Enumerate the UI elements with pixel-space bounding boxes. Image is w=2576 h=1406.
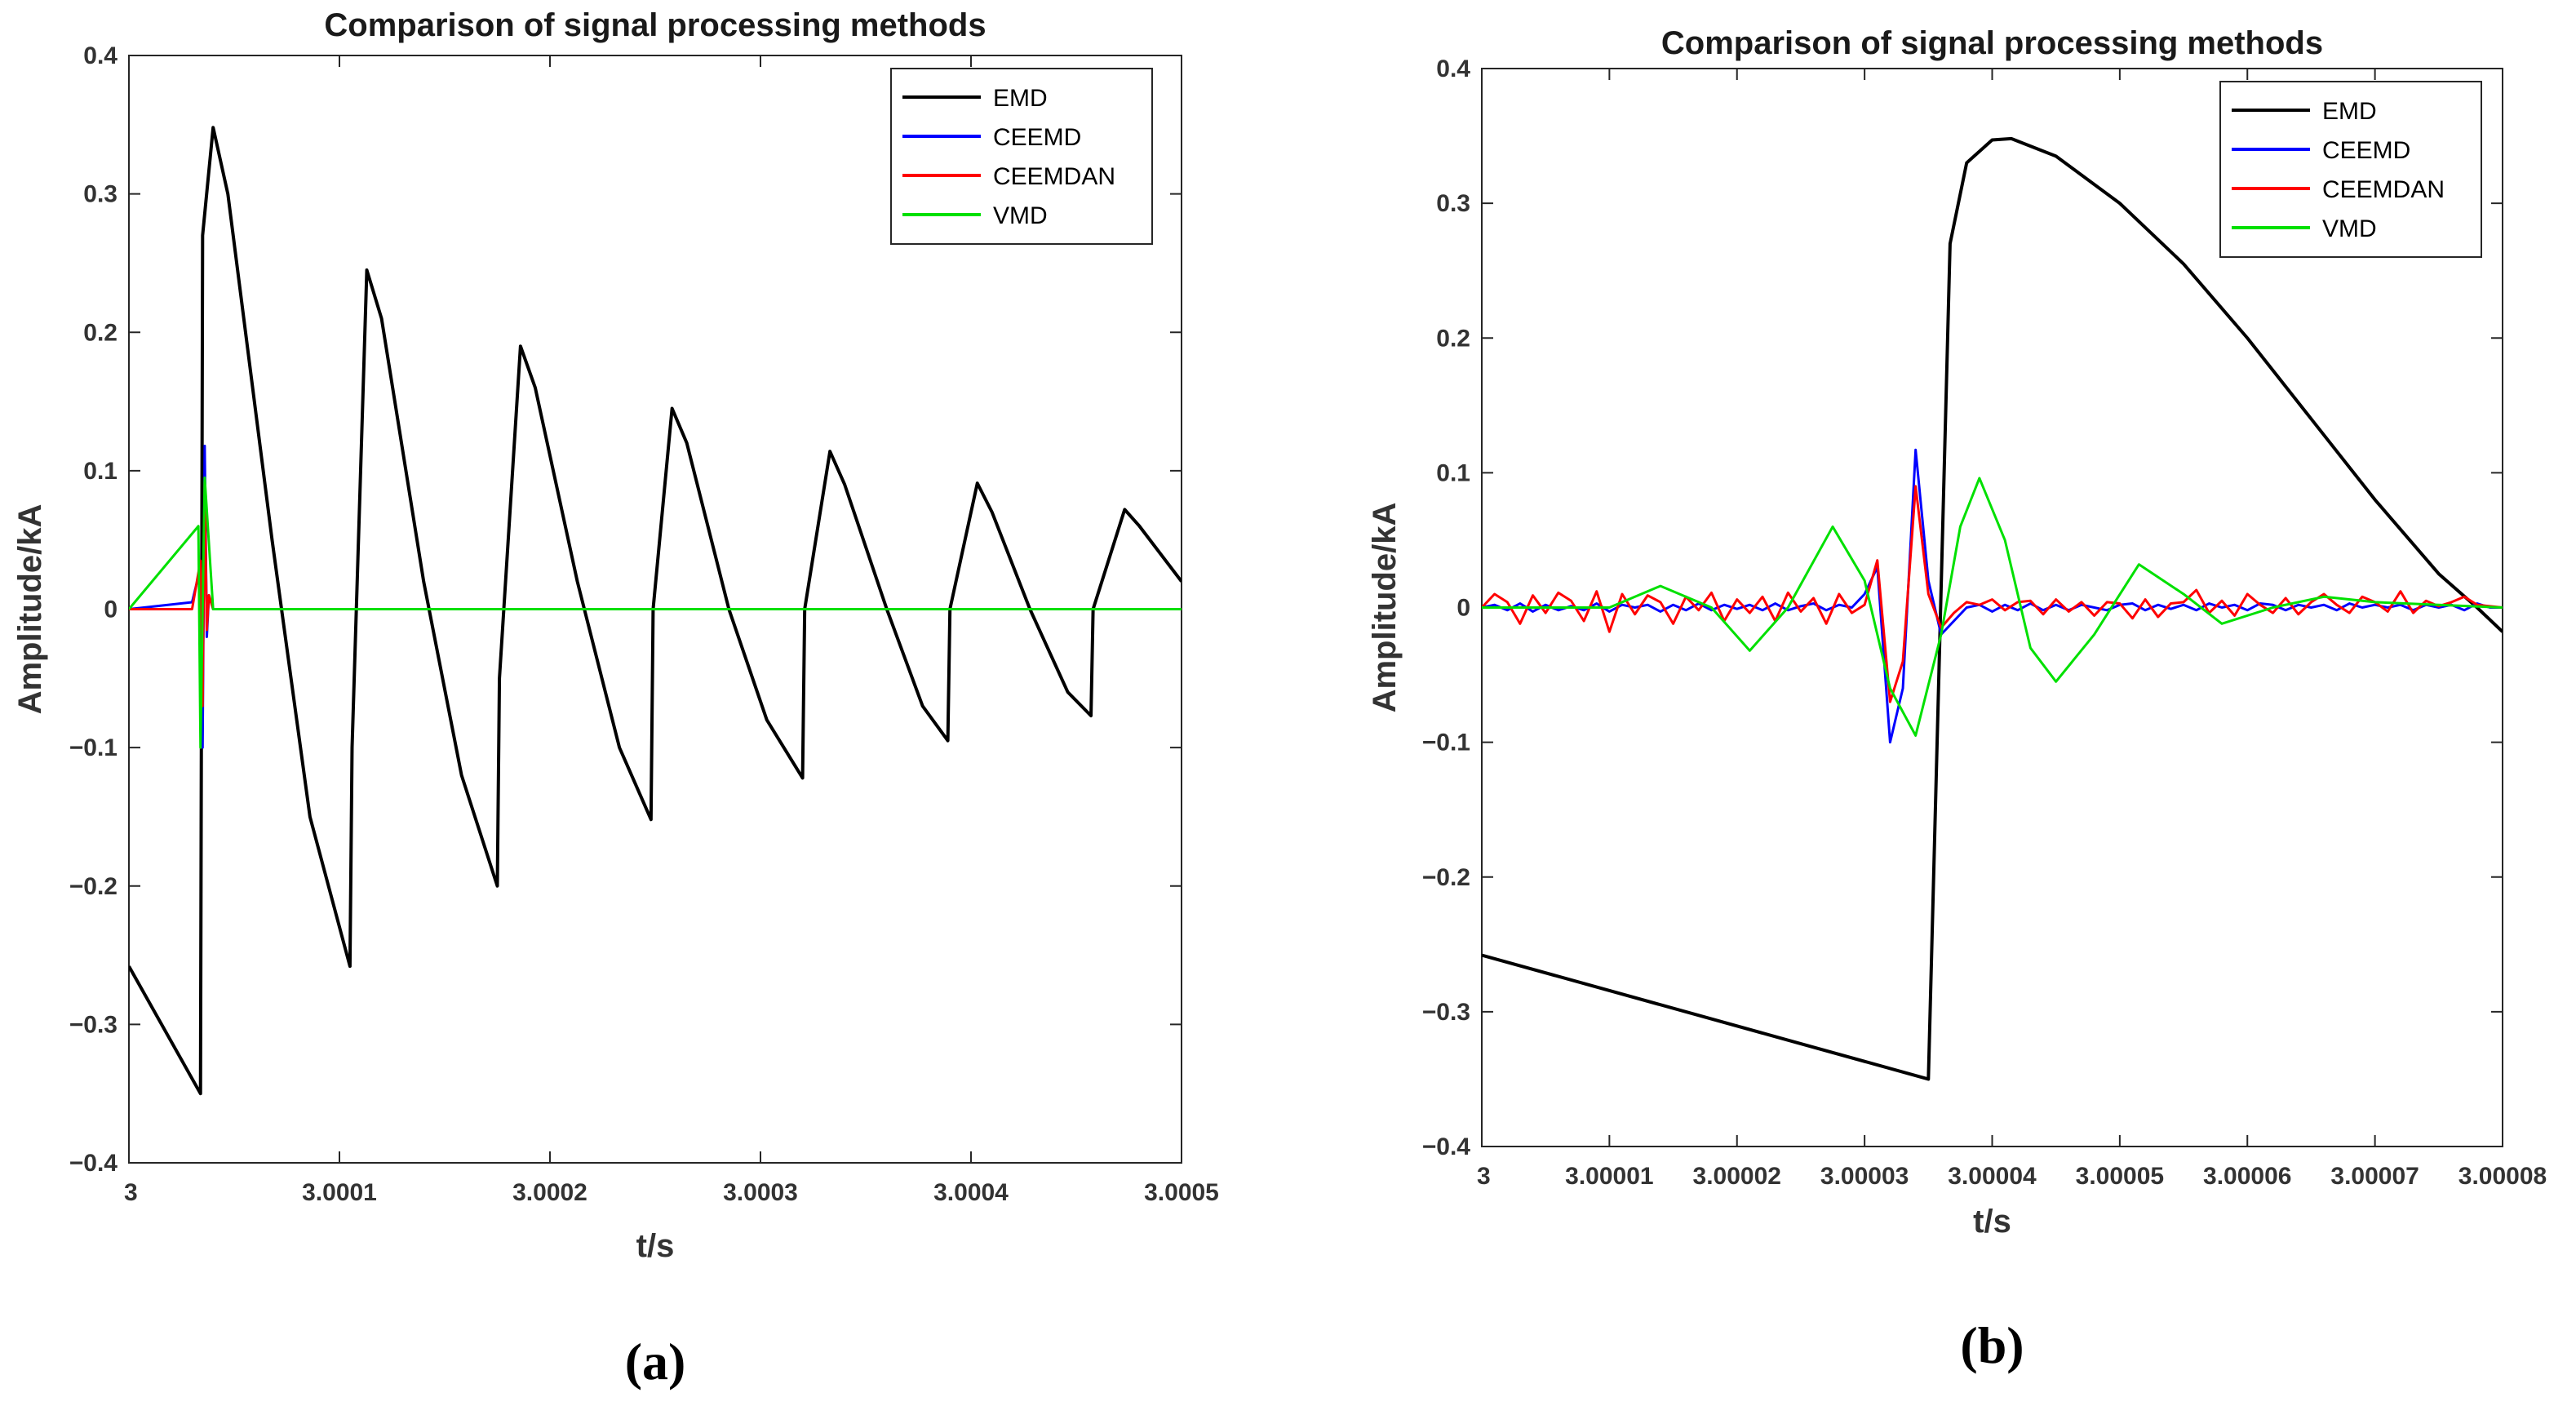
chart-panel-a: −0.4 −0.3 −0.2 −0.1 0 0.1 0.2 0.3 0.4 3 3.0001 3.00…: [12, 7, 1219, 1390]
y-tick-label: −0.1: [69, 734, 117, 761]
y-tick-label: 0.3: [1436, 190, 1470, 217]
y-tick-label: −0.2: [1422, 864, 1470, 891]
legend-label-ceemdan: CEEMDAN: [2322, 176, 2445, 203]
y-tick-label: −0.2: [69, 873, 117, 900]
series-line-vmd: [129, 476, 1182, 749]
legend-label-ceemd: CEEMD: [993, 124, 1081, 151]
y-tick-label: −0.4: [69, 1150, 118, 1177]
x-tick-label: 3.00005: [2076, 1163, 2164, 1190]
legend-label-emd: EMD: [2322, 98, 2377, 125]
series-line-emd: [1482, 136, 2503, 1081]
chart-panel-b: −0.4 −0.3 −0.2 −0.1 0 0.1 0.2 0.3 0.4 3 3.00001 3.0…: [1367, 25, 2547, 1374]
x-tick-label: 3.00006: [2203, 1163, 2291, 1190]
x-tick-label: 3.0001: [302, 1179, 377, 1206]
y-tick-label: 0: [104, 597, 117, 623]
y-axis-label: Amplitude/kA: [1367, 503, 1403, 713]
x-tick-label: 3.0004: [933, 1179, 1009, 1206]
x-tick-label: 3.0003: [723, 1179, 798, 1206]
y-tick-label: −0.4: [1422, 1133, 1471, 1160]
legend-label-ceemdan: CEEMDAN: [993, 163, 1115, 190]
series-group: [1482, 136, 2503, 1081]
series-line-emd: [129, 126, 1182, 1096]
x-axis-label: t/s: [636, 1228, 675, 1264]
chart-title: Comparison of signal processing methods: [324, 7, 986, 43]
x-tick-label: 3.00001: [1565, 1163, 1653, 1190]
y-tick-label: 0.4: [1436, 55, 1470, 82]
legend-label-emd: EMD: [993, 85, 1048, 112]
series-group: [129, 126, 1182, 1096]
y-tick-label: 0.2: [83, 319, 117, 346]
panel-label: (b): [1960, 1316, 2024, 1374]
y-tick-label: −0.1: [1422, 730, 1470, 756]
x-tick-label: 3.00004: [1948, 1163, 2037, 1190]
series-line-ceemd: [1482, 448, 2503, 744]
series-line-vmd: [1482, 477, 2503, 737]
y-tick-label: 0.1: [83, 458, 117, 485]
x-tick-label: 3: [124, 1179, 138, 1206]
x-tick-label: 3.00007: [2330, 1163, 2419, 1190]
x-tick-label: 3.00008: [2459, 1163, 2547, 1190]
x-axis-label: t/s: [1973, 1204, 2011, 1240]
y-tick-label: 0: [1456, 595, 1470, 622]
x-tick-label: 3.0002: [512, 1179, 587, 1206]
y-tick-label: 0.4: [83, 42, 117, 69]
y-tick-label: 0.2: [1436, 325, 1470, 352]
panel-label: (a): [625, 1333, 686, 1390]
y-tick-label: −0.3: [1422, 999, 1470, 1026]
y-tick-label: −0.3: [69, 1011, 117, 1038]
y-axis-label: Amplitude/kA: [12, 504, 48, 715]
series-line-ceemdan: [1482, 485, 2503, 703]
x-tick-label: 3: [1477, 1163, 1491, 1190]
legend-label-vmd: VMD: [2322, 215, 2377, 242]
legend: EMD CEEMD CEEMDAN VMD: [2219, 81, 2482, 258]
x-tick-label: 3.00003: [1820, 1163, 1909, 1190]
x-tick-label: 3.00002: [1693, 1163, 1781, 1190]
legend: EMD CEEMD CEEMDAN VMD: [890, 68, 1153, 245]
chart-title: Comparison of signal processing methods: [1661, 25, 2323, 61]
legend-label-vmd: VMD: [993, 202, 1048, 229]
y-tick-label: 0.1: [1436, 459, 1470, 486]
legend-label-ceemd: CEEMD: [2322, 137, 2410, 164]
y-tick-label: 0.3: [83, 181, 117, 208]
x-tick-label: 3.0005: [1144, 1179, 1219, 1206]
